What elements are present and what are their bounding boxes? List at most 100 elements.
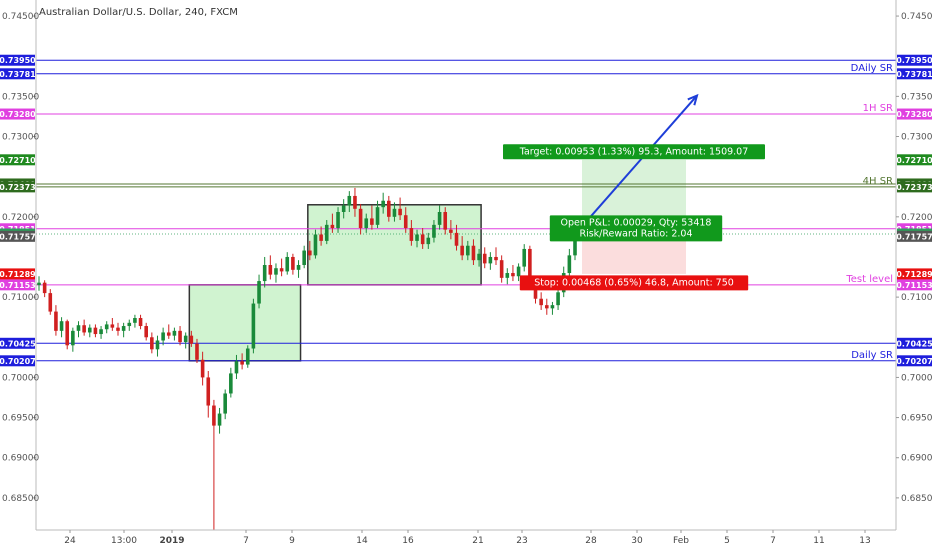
price-badge-left xyxy=(0,181,35,193)
candle-body xyxy=(274,268,278,275)
candle-body xyxy=(522,248,527,267)
x-tick-label: 13 xyxy=(859,536,870,546)
candle-body xyxy=(308,250,312,256)
y-tick-label-left: 0.73000 xyxy=(2,133,39,143)
price-badge-left xyxy=(0,355,35,367)
y-tick-label-right: 0.69000 xyxy=(901,454,932,464)
x-tick-label: Feb xyxy=(673,536,689,546)
candle-body xyxy=(257,281,261,304)
candle-body xyxy=(387,200,391,217)
candle-body xyxy=(82,325,86,333)
candle-body xyxy=(59,321,64,331)
y-tick-label-left: 0.68500 xyxy=(2,494,39,504)
candle-body xyxy=(336,212,340,229)
range-box xyxy=(188,284,302,362)
y-tick-label-right: 0.72000 xyxy=(901,213,932,223)
candle-body xyxy=(268,265,273,275)
candle-body xyxy=(229,373,233,394)
y-tick-label-right: 0.69500 xyxy=(901,414,932,424)
candle-body xyxy=(93,327,98,335)
candle-body xyxy=(223,393,227,414)
candle-body xyxy=(245,348,250,365)
candle-body xyxy=(381,200,385,208)
price-badge-left xyxy=(0,68,35,80)
candle-body xyxy=(466,245,470,256)
candle-body xyxy=(37,282,41,286)
y-tick-label-right: 0.73500 xyxy=(901,92,932,102)
pnl-label-text: Risk/Reward Ratio: 2.04 xyxy=(579,228,692,239)
price-badge-left xyxy=(0,54,35,66)
price-badge-right-text: 0.73781 xyxy=(896,70,932,79)
candle-body xyxy=(471,245,476,261)
candle-body xyxy=(516,266,521,277)
candle-body xyxy=(432,224,436,238)
candle-body xyxy=(482,253,487,264)
price-badge-left-text: 0.70207 xyxy=(0,357,36,366)
x-tick-label: 9 xyxy=(289,536,295,546)
candle-body xyxy=(76,325,81,331)
price-badge-left xyxy=(0,154,35,166)
candle-body xyxy=(454,232,459,246)
price-badge-right-text: 0.71153 xyxy=(896,281,932,290)
price-badge-right xyxy=(897,268,932,280)
x-tick-label: 11 xyxy=(813,536,824,546)
price-badge-right-text: 0.70425 xyxy=(896,339,932,348)
candle-body xyxy=(217,413,222,426)
x-tick-label: 5 xyxy=(724,536,730,546)
x-tick-label: 23 xyxy=(516,536,527,546)
x-tick-label: 13:00 xyxy=(111,536,137,546)
candle-body xyxy=(99,329,103,335)
candle-body xyxy=(403,215,408,229)
candle-body xyxy=(161,332,165,341)
candle-body xyxy=(398,208,402,216)
x-tick-label: 30 xyxy=(631,536,643,546)
price-badge-right-text: 0.73950 xyxy=(896,56,932,65)
candle-body xyxy=(449,229,453,233)
candle-body xyxy=(324,224,329,241)
price-badge-right-text: 0.72373 xyxy=(896,183,932,192)
candle-body xyxy=(353,195,357,209)
price-badge-right xyxy=(897,68,932,80)
candle-body xyxy=(206,377,211,406)
candle-body xyxy=(370,218,374,225)
position-labels: Target: 0.00953 (1.33%) 95.3, Amount: 15… xyxy=(503,144,765,291)
candle-body xyxy=(460,245,464,256)
candle-body xyxy=(150,337,154,350)
target-label-box xyxy=(503,144,765,160)
candle-body xyxy=(313,234,318,256)
price-badge-right-text: 0.70207 xyxy=(896,357,932,366)
candle-body xyxy=(183,335,188,343)
candle-body xyxy=(505,273,510,278)
candle-body xyxy=(488,256,493,264)
candle-body xyxy=(178,330,182,343)
candle-body xyxy=(234,361,239,374)
candle-body xyxy=(133,318,137,323)
candle-body xyxy=(195,343,199,360)
y-tick-label-right: 0.73000 xyxy=(901,133,932,143)
horizontal-levels[interactable]: DAily SR 1H SR 4H SR Test level Daily SR xyxy=(36,59,896,362)
price-badge-right-text: 0.72710 xyxy=(896,156,932,165)
trend-arrow[interactable] xyxy=(581,93,699,228)
candle-body xyxy=(415,234,419,241)
price-badge-left xyxy=(0,108,35,120)
y-tick-label-right: 0.74500 xyxy=(901,12,932,22)
price-badge-left xyxy=(0,268,35,280)
position-stop-zone xyxy=(582,236,686,274)
candle-body xyxy=(285,256,290,272)
candle-body xyxy=(48,293,53,312)
y-tick-label-right: 0.71000 xyxy=(901,293,932,303)
price-badges: 0.73950 0.73950 0.73781 0.73781 0.73280 0.732… xyxy=(0,54,932,367)
candle-body xyxy=(54,311,58,331)
candle-body xyxy=(358,208,363,229)
candle-body xyxy=(539,298,543,306)
price-badge-left-text: 0.72710 xyxy=(0,156,36,165)
candle-body xyxy=(296,265,301,270)
y-tick-label-right: 0.70000 xyxy=(901,373,932,383)
price-badge-left-text: 0.73280 xyxy=(0,110,36,119)
target-label-text: Target: 0.00953 (1.33%) 95.3, Amount: 15… xyxy=(519,146,749,157)
candle-body xyxy=(155,340,160,350)
level-name-label: 4H SR xyxy=(863,176,893,187)
